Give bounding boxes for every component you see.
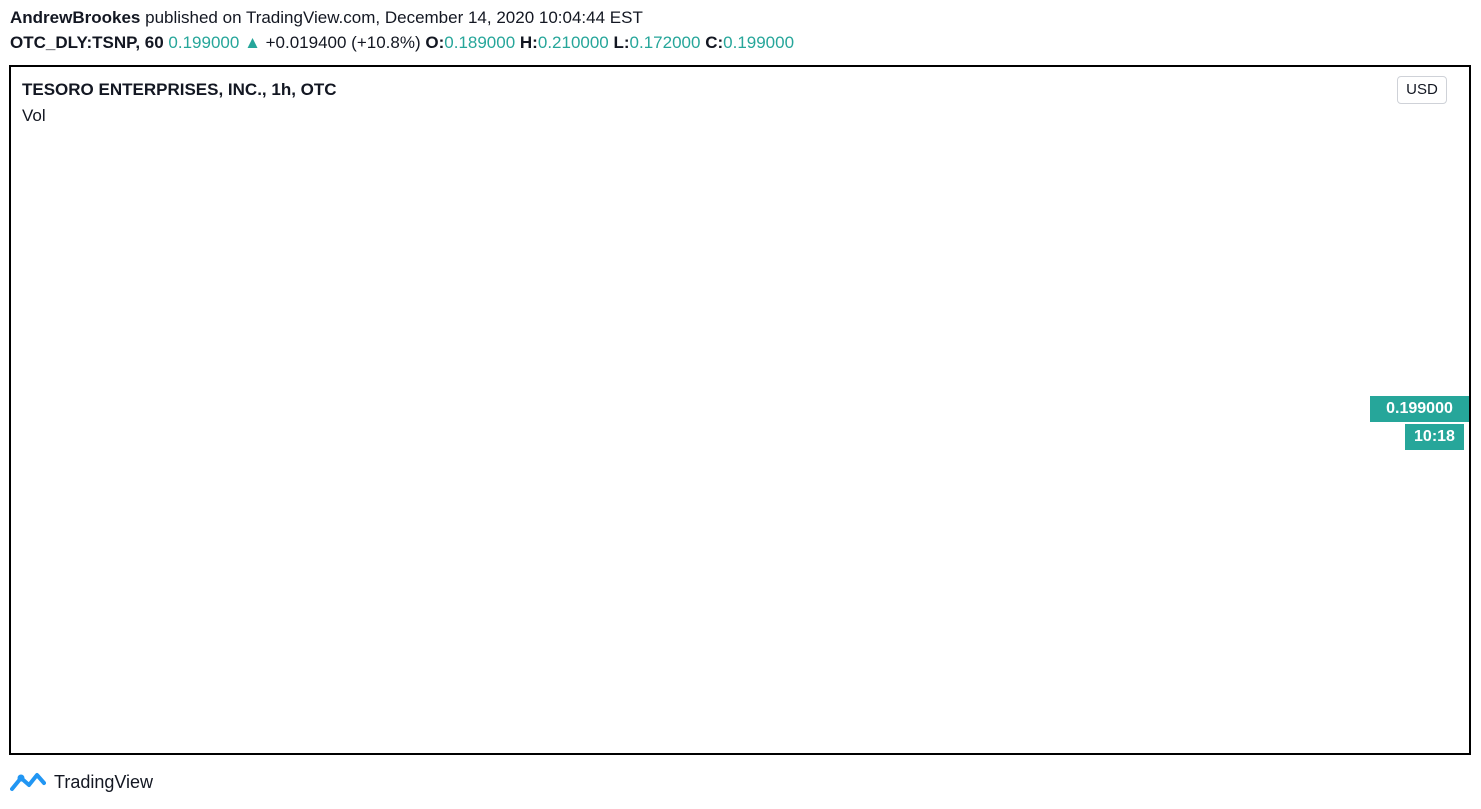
- tradingview-logo-icon: [10, 773, 46, 791]
- publish-text: published on TradingView.com, December 1…: [145, 8, 643, 27]
- low-label: L:: [613, 33, 630, 52]
- change-value: +0.019400 (+10.8%): [265, 33, 421, 52]
- countdown-tag: 10:18: [1405, 424, 1464, 450]
- volume-legend: Vol: [22, 106, 46, 125]
- author-name[interactable]: AndrewBrookes: [10, 8, 141, 27]
- chart-frame: [9, 65, 1471, 755]
- brand-name: TradingView: [54, 771, 154, 792]
- up-arrow-icon: ▲: [244, 33, 261, 52]
- publish-info: AndrewBrookes published on TradingView.c…: [10, 8, 643, 28]
- close-value: 0.199000: [723, 33, 795, 52]
- close-label: C:: [705, 33, 724, 52]
- brand[interactable]: TradingView: [10, 769, 153, 795]
- open-value: 0.189000: [444, 33, 516, 52]
- open-label: O:: [425, 33, 445, 52]
- low-value: 0.172000: [629, 33, 701, 52]
- ohlc-legend: OTC_DLY:TSNP, 60 0.199000 ▲ +0.019400 (+…: [10, 33, 794, 53]
- currency-button[interactable]: USD: [1397, 76, 1447, 104]
- high-value: 0.210000: [537, 33, 609, 52]
- last-price-tag: 0.199000: [1370, 396, 1469, 422]
- last-value: 0.199000: [168, 33, 240, 52]
- high-label: H:: [519, 33, 538, 52]
- symbol-label: OTC_DLY:TSNP, 60: [10, 33, 164, 52]
- pane-title: TESORO ENTERPRISES, INC., 1h, OTC: [22, 80, 337, 99]
